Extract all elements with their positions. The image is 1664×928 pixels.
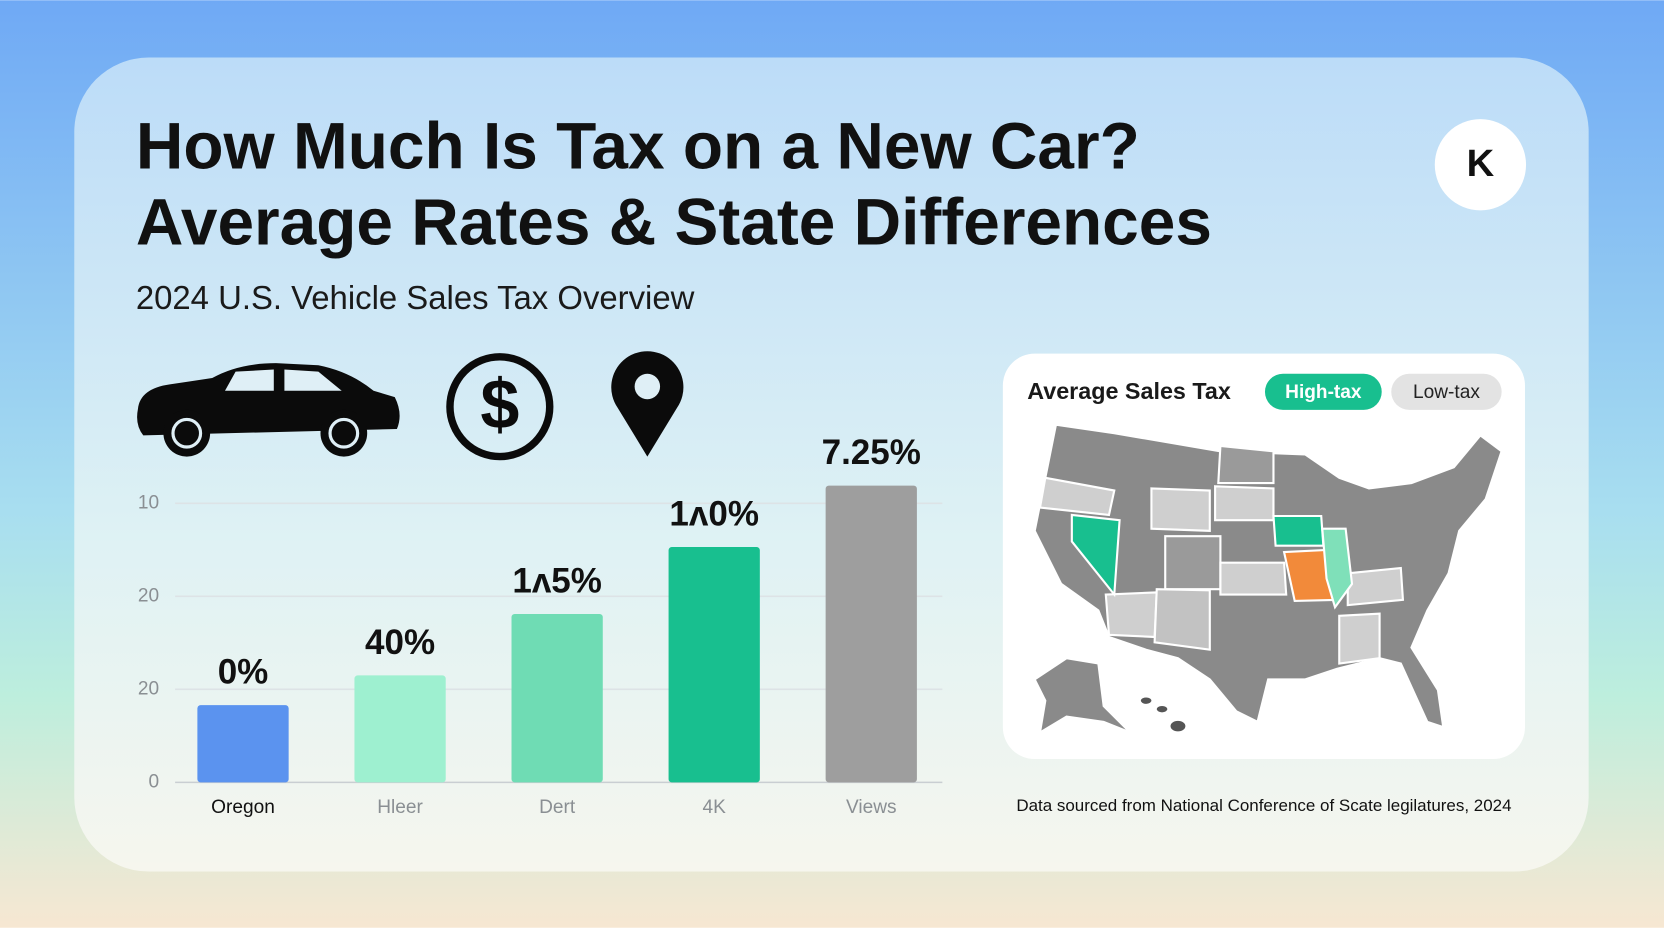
title: How Much Is Tax on a New Car? [136, 108, 1140, 182]
y-tick-label: 10 [138, 492, 159, 513]
subtitle: 2024 U.S. Vehicle Sales Tax Overview [136, 279, 695, 316]
x-tick-label: Views [846, 797, 897, 818]
x-tick-label: Dert [539, 797, 576, 818]
pin-icon [611, 351, 684, 457]
us-map [1033, 423, 1503, 735]
dollar-icon: $ [446, 353, 554, 461]
title: Average Rates & State Differences [136, 185, 1212, 259]
y-tick-label: 20 [138, 585, 159, 606]
map-title: Average Sales Tax [1027, 378, 1231, 404]
source-note: Data sourced from National Conference of… [1016, 796, 1511, 815]
y-tick-label: 20 [138, 678, 159, 699]
legend-pill [1264, 373, 1382, 410]
y-tick-label: 0 [149, 771, 160, 792]
car-icon [137, 363, 400, 457]
bar-chart: 0 20 20 10 Oregon 0% Hleer 40% Dert 1ʌ5% 4K 1ʌ0% Vie… [138, 433, 943, 818]
legend-label: Low-tax [1413, 382, 1480, 403]
x-tick-label: Oregon [211, 797, 275, 818]
x-tick-label: 4K [703, 797, 727, 818]
bar [197, 705, 289, 783]
svg-text:$: $ [480, 365, 519, 443]
bar [354, 675, 446, 783]
bar [825, 485, 917, 783]
value-label: 7.25% [822, 433, 921, 472]
legend-pill [1391, 373, 1502, 410]
x-tick-label: Hleer [377, 797, 423, 818]
value-label: 1ʌ0% [669, 494, 759, 533]
badge-letter: K [1467, 142, 1495, 185]
value-label: 1ʌ5% [512, 561, 602, 600]
value-label: 40% [365, 623, 435, 662]
bar [668, 547, 760, 783]
value-label: 0% [218, 653, 269, 692]
legend-label: High-tax [1285, 382, 1362, 403]
bar [511, 613, 603, 783]
badge [1434, 119, 1527, 211]
